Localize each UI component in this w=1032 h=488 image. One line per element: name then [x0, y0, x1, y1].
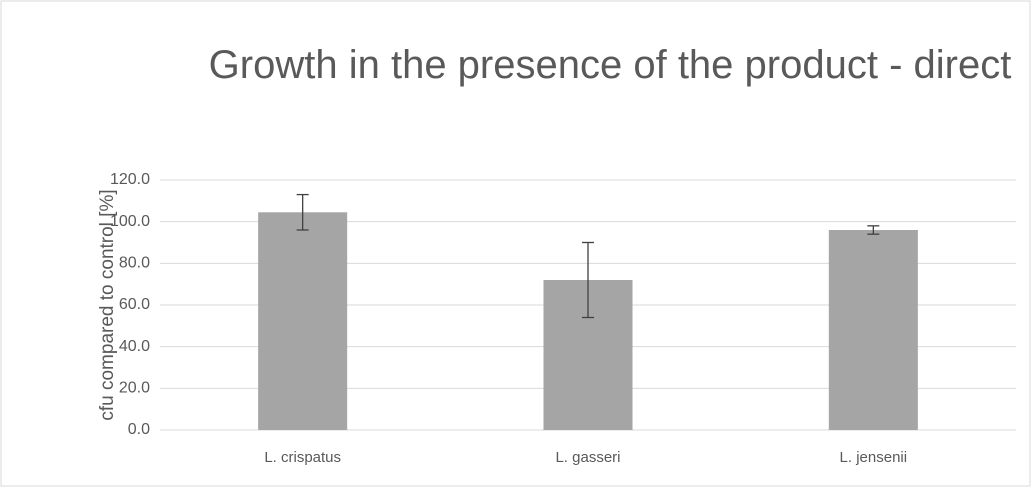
bar [258, 212, 348, 430]
y-axis-label: cfu compared to control [%] [97, 189, 118, 420]
error-bar [867, 225, 880, 235]
x-tick-label: L. jensenii [840, 449, 908, 466]
bar [828, 230, 918, 430]
x-tick-label: L. crispatus [264, 449, 341, 466]
y-tick-label: 60.0 [119, 296, 150, 313]
y-tick-label: 120.0 [110, 171, 150, 188]
y-tick-label: 100.0 [110, 213, 150, 230]
y-tick-label: 0.0 [128, 421, 150, 438]
x-tick-label: L. gasseri [555, 449, 620, 466]
error-bar [582, 241, 594, 319]
y-tick-label: 20.0 [119, 380, 150, 397]
chart-title: Growth in the presence of the product - … [208, 43, 1012, 87]
error-bar [296, 193, 309, 231]
y-tick-label: 40.0 [119, 338, 150, 355]
y-tick-label: 80.0 [119, 255, 150, 272]
